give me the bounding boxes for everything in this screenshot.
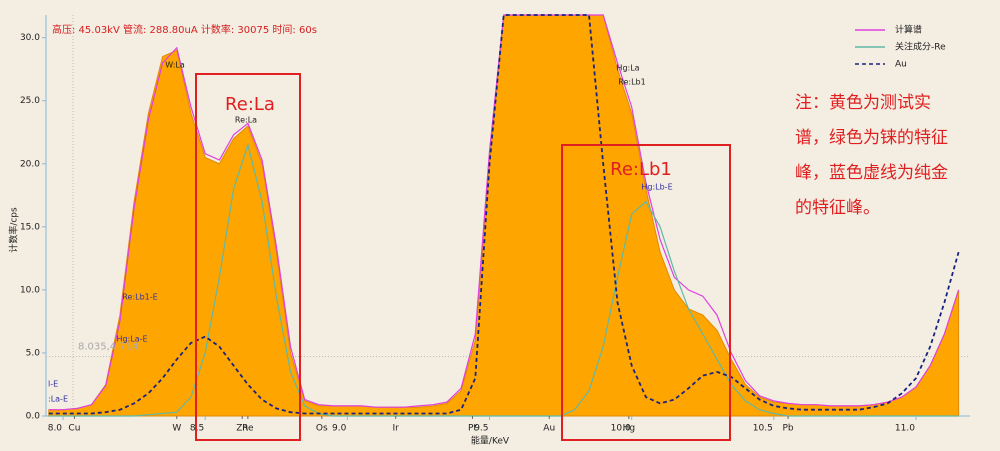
plot-area: 0.0 5.0 10.0 15.0 20.0 25.0 30.0 8.0 8.5 9.0 9.5 10… — [20, 14, 970, 434]
legend-label: Au — [895, 60, 907, 70]
series-line — [48, 14, 960, 411]
highlight-box — [195, 73, 301, 441]
peak-label: Re:Lb1 — [618, 78, 645, 87]
box-label: Re:La — [225, 94, 275, 115]
x-tick-label: 8.0 — [48, 424, 63, 434]
x-tick-label: 10.0 — [611, 424, 631, 434]
y-tick-label: 0.0 — [26, 412, 41, 422]
legend-label: 计算谱 — [895, 24, 922, 36]
element-label: Os — [316, 424, 328, 434]
note-line: 谱，绿色为铼的特征 — [795, 128, 948, 148]
y-tick-label: 10.0 — [20, 285, 40, 295]
element-label: W — [172, 424, 181, 434]
box-label: Re:Lb1 — [610, 159, 672, 180]
element-label: Re — [242, 424, 254, 434]
note-line: 的特征峰。 — [795, 198, 880, 218]
element-label: Ir — [393, 424, 400, 434]
x-tick-label: 9.0 — [332, 424, 347, 434]
peak-label: Re:Lb1-E — [122, 293, 157, 302]
y-tick-label: 5.0 — [26, 348, 41, 358]
series-line — [48, 14, 960, 415]
y-axis-label: 计数率/cps — [8, 207, 20, 253]
peak-label: Hg:Lb-E — [641, 183, 672, 192]
peak-label: Re:La — [235, 116, 257, 125]
element-label: Au — [543, 424, 555, 434]
peak-label: W:La — [165, 61, 185, 70]
y-tick-label: 15.0 — [20, 222, 40, 232]
element-label: Pt — [468, 424, 477, 434]
legend-label: 关注成分-Re — [895, 41, 946, 53]
series-line — [48, 142, 959, 417]
element-label: Hg — [623, 424, 635, 434]
element-label: Cu — [68, 424, 80, 434]
y-tick-label: 30.0 — [20, 33, 40, 43]
peak-label: l-E — [48, 380, 58, 389]
cursor-label: 8.035,4.714 — [78, 342, 138, 353]
x-tick-label: 9.5 — [474, 424, 488, 434]
highlight-box — [561, 144, 731, 441]
x-tick-label: 11.0 — [895, 424, 915, 434]
element-label: Zn — [236, 424, 248, 434]
peak-label: Hg:La-E — [116, 335, 147, 344]
peak-label: Hg:La — [616, 64, 639, 73]
y-tick-label: 20.0 — [20, 159, 40, 169]
y-tick-label: 25.0 — [20, 96, 40, 106]
note-line: 注：黄色为测试实 — [795, 93, 931, 113]
x-axis-label: 能量/KeV — [471, 435, 510, 447]
peak-label: :La-E — [48, 395, 68, 404]
note-line: 峰，蓝色虚线为纯金 — [795, 163, 948, 183]
header: 高压: 45.03kV 管流: 288.80uA 计数率: 30075 时间: … — [52, 23, 317, 36]
x-tick-label: 8.5 — [190, 424, 204, 434]
element-label: Pb — [782, 424, 793, 434]
x-tick-label: 10.5 — [753, 424, 773, 434]
